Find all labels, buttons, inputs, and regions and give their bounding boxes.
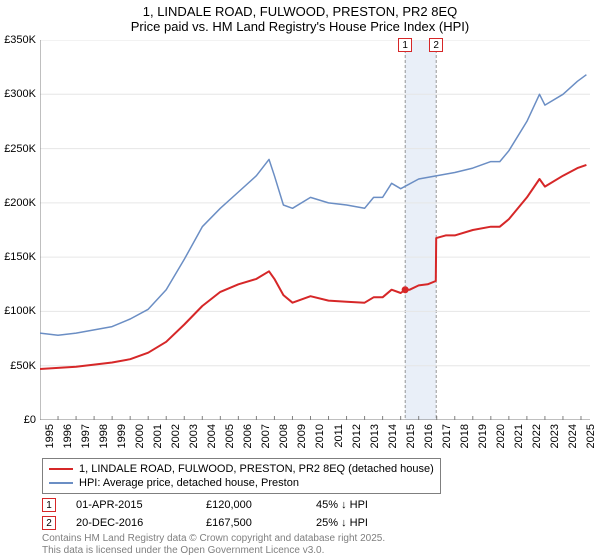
x-tick-label: 2024: [567, 424, 579, 448]
x-tick-label: 2020: [495, 424, 507, 448]
x-tick-label: 2016: [423, 424, 435, 448]
x-tick-label: 2005: [224, 424, 236, 448]
legend-label: 1, LINDALE ROAD, FULWOOD, PRESTON, PR2 8…: [79, 463, 434, 475]
marker-delta: 25% ↓ HPI: [316, 517, 436, 529]
x-tick-label: 2004: [206, 424, 218, 448]
x-axis: 1995 1996 1997 1998 1999 2000 2001 2002 2003 2004…: [40, 422, 590, 458]
x-tick-label: 2018: [459, 424, 471, 448]
x-tick-label: 2000: [134, 424, 146, 448]
x-tick-label: 2015: [405, 424, 417, 448]
y-axis: £0£50K£100K£150K£200K£250K£300K£350K: [0, 40, 38, 420]
x-tick-label: 2022: [531, 424, 543, 448]
marker-number-box: 1: [42, 498, 56, 512]
marker-delta: 45% ↓ HPI: [316, 499, 436, 511]
footer-line2: This data is licensed under the Open Gov…: [42, 545, 385, 557]
x-tick-label: 1999: [116, 424, 128, 448]
x-tick-label: 2003: [188, 424, 200, 448]
x-tick-label: 2011: [333, 424, 345, 448]
y-tick-label: £150K: [4, 251, 36, 263]
x-tick-label: 2009: [296, 424, 308, 448]
marker-date: 01-APR-2015: [76, 499, 206, 511]
x-tick-label: 1996: [62, 424, 74, 448]
x-tick-label: 2023: [549, 424, 561, 448]
x-tick-label: 1995: [44, 424, 56, 448]
markers-table: 1 01-APR-2015 £120,000 45% ↓ HPI 2 20-DE…: [42, 496, 436, 532]
chart-container: 1, LINDALE ROAD, FULWOOD, PRESTON, PR2 8…: [0, 0, 600, 560]
x-tick-label: 2007: [260, 424, 272, 448]
plot-area: 12: [40, 40, 590, 420]
x-tick-label: 2012: [351, 424, 363, 448]
x-tick-label: 2013: [369, 424, 381, 448]
x-tick-label: 2019: [477, 424, 489, 448]
y-tick-label: £50K: [10, 360, 36, 372]
y-tick-label: £250K: [4, 143, 36, 155]
chart-svg: [40, 40, 590, 420]
x-tick-label: 2014: [387, 424, 399, 448]
y-tick-label: £200K: [4, 197, 36, 209]
x-tick-label: 2025: [585, 424, 597, 448]
x-tick-label: 1998: [98, 424, 110, 448]
marker-price: £120,000: [206, 499, 316, 511]
legend-swatch: [49, 468, 73, 470]
legend-item-price-paid: 1, LINDALE ROAD, FULWOOD, PRESTON, PR2 8…: [49, 462, 434, 476]
marker-row: 1 01-APR-2015 £120,000 45% ↓ HPI: [42, 496, 436, 514]
y-tick-label: £0: [24, 414, 36, 426]
legend-label: HPI: Average price, detached house, Pres…: [79, 477, 299, 489]
marker-date: 20-DEC-2016: [76, 517, 206, 529]
title-address: 1, LINDALE ROAD, FULWOOD, PRESTON, PR2 8…: [0, 4, 600, 19]
y-tick-label: £100K: [4, 305, 36, 317]
x-tick-label: 2010: [314, 424, 326, 448]
y-tick-label: £300K: [4, 88, 36, 100]
marker-row: 2 20-DEC-2016 £167,500 25% ↓ HPI: [42, 514, 436, 532]
x-tick-label: 2001: [152, 424, 164, 448]
title-subtitle: Price paid vs. HM Land Registry's House …: [0, 19, 600, 34]
event-marker-box: 2: [429, 38, 443, 52]
title-block: 1, LINDALE ROAD, FULWOOD, PRESTON, PR2 8…: [0, 0, 600, 36]
footer-line1: Contains HM Land Registry data © Crown c…: [42, 533, 385, 545]
legend: 1, LINDALE ROAD, FULWOOD, PRESTON, PR2 8…: [42, 458, 441, 494]
x-tick-label: 2006: [242, 424, 254, 448]
legend-item-hpi: HPI: Average price, detached house, Pres…: [49, 476, 434, 490]
x-tick-label: 2017: [441, 424, 453, 448]
marker-number: 2: [46, 518, 52, 529]
event-marker-box: 1: [398, 38, 412, 52]
legend-swatch: [49, 482, 73, 484]
marker-price: £167,500: [206, 517, 316, 529]
x-tick-label: 2008: [278, 424, 290, 448]
marker-number-box: 2: [42, 516, 56, 530]
x-tick-label: 2002: [170, 424, 182, 448]
x-tick-label: 1997: [80, 424, 92, 448]
x-tick-label: 2021: [513, 424, 525, 448]
footer: Contains HM Land Registry data © Crown c…: [42, 533, 385, 556]
y-tick-label: £350K: [4, 34, 36, 46]
marker-number: 1: [46, 500, 52, 511]
